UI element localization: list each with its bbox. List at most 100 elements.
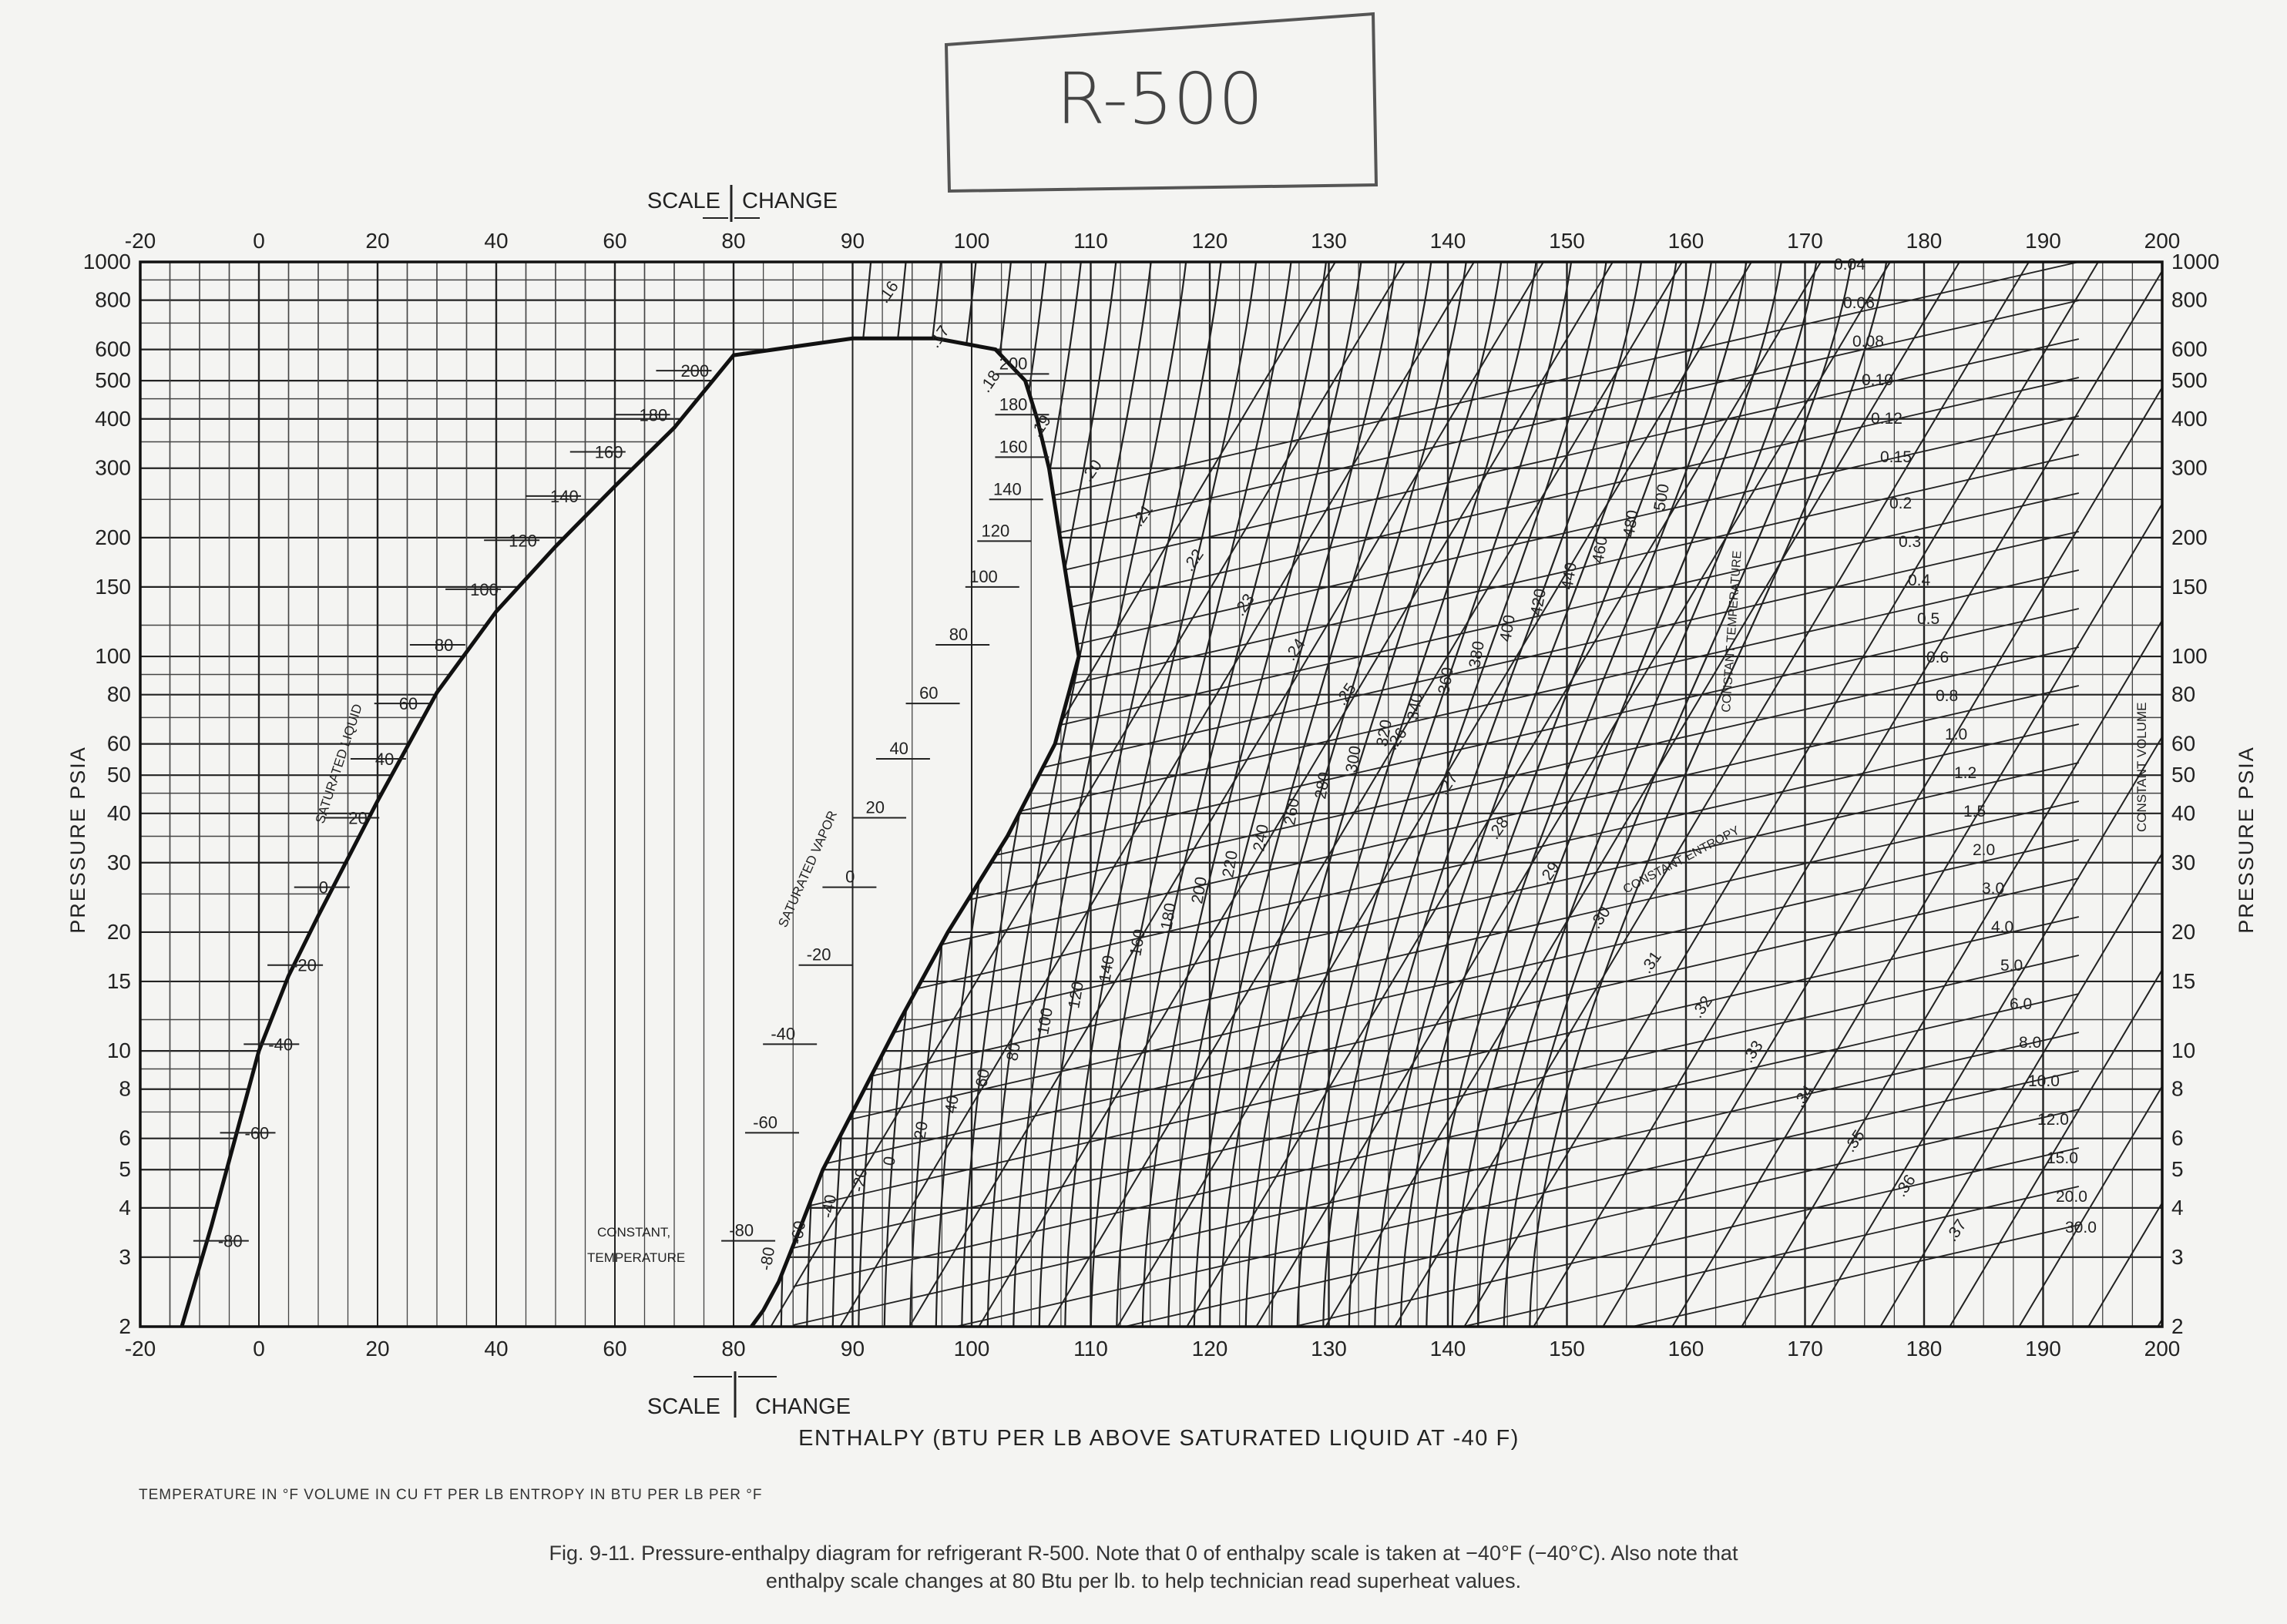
- liquid-temp-label: -20: [292, 956, 317, 975]
- x-tick-label-top: 150: [1549, 229, 1585, 253]
- constant-entropy-label: .22: [1180, 546, 1207, 575]
- y-tick-label-left: 6: [119, 1126, 131, 1150]
- constant-temperature-curve: [1296, 262, 1573, 1327]
- constant-temperature-label: 280: [1311, 770, 1334, 800]
- y-tick-label-right: 2: [2171, 1314, 2184, 1338]
- constant-volume-label: 0.2: [1889, 495, 1912, 512]
- constant-temperature-label: 360: [1435, 666, 1457, 696]
- constant-volume-line: [793, 916, 2080, 1210]
- constant-volume-label: 20.0: [2056, 1188, 2087, 1206]
- constant-temperature-curve: [1244, 262, 1503, 1327]
- constant-volume-label: 0.06: [1843, 294, 1875, 312]
- constant-volume-label: 0.6: [1926, 649, 1949, 666]
- constant-volume-label: 1.2: [1954, 764, 1976, 782]
- vapor-temp-label: 0: [845, 867, 855, 887]
- constant-entropy-line: [1186, 262, 1822, 1327]
- y-tick-label-right: 3: [2171, 1245, 2184, 1269]
- constant-volume-label: 0.12: [1871, 410, 1902, 428]
- scale-change-bottom-right: CHANGE: [755, 1394, 851, 1419]
- constant-volume-line: [793, 993, 2080, 1287]
- liquid-temp-label: 20: [348, 808, 367, 827]
- y-tick-label-right: 800: [2171, 288, 2208, 312]
- y-tick-label-right: 6: [2171, 1126, 2184, 1150]
- x-tick-label-bottom: 200: [2144, 1337, 2181, 1361]
- constant-entropy-line: [770, 262, 1406, 1327]
- y-tick-label-left: 1000: [83, 250, 131, 273]
- y-tick-label-right: 4: [2171, 1196, 2184, 1220]
- constant-entropy-line: [1602, 385, 2162, 1327]
- y-tick-label-left: 5: [119, 1157, 131, 1181]
- liquid-temp-label: 140: [550, 487, 579, 506]
- units-note: TEMPERATURE IN °F VOLUME IN CU FT PER LB…: [139, 1487, 763, 1503]
- constant-volume-label: 3.0: [1982, 880, 2004, 898]
- x-tick-label-top: 190: [2025, 229, 2061, 253]
- x-tick-label-bottom: 150: [1549, 1337, 1585, 1361]
- constant-temperature-curve: [1064, 262, 1258, 1327]
- constant-entropy-line: [2275, 108, 2287, 1596]
- x-tick-label-bottom: 40: [484, 1337, 508, 1361]
- x-tick-label-top: 130: [1311, 229, 1347, 253]
- constant-volume-label: 4.0: [1991, 918, 2013, 936]
- constant-temperature-label: 400: [1496, 613, 1519, 643]
- constant-temperature-curve: [1193, 262, 1432, 1327]
- constant-entropy-line: [1810, 735, 2162, 1327]
- constant-temperature-label: -80: [757, 1246, 778, 1272]
- y-tick-label-right: 5: [2171, 1157, 2184, 1181]
- constant-volume-label: 0.15: [1880, 448, 1912, 466]
- vapor-temp-label: -60: [753, 1112, 777, 1132]
- two-phase-region: [181, 338, 1080, 1327]
- constant-volume-label: 10.0: [2028, 1072, 2060, 1090]
- constant-temperature-label: 160: [1127, 928, 1149, 958]
- constant-volume-line: [793, 608, 2080, 902]
- constant-temperature-label: 500: [1651, 482, 1673, 512]
- saturation-curve: [180, 336, 1081, 1327]
- y-tick-label-left: 300: [95, 456, 131, 480]
- x-tick-label-bottom: 180: [1906, 1337, 1943, 1361]
- x-tick-label-bottom: 80: [721, 1337, 745, 1361]
- scale-change-bottom-left: SCALE: [647, 1394, 720, 1419]
- x-tick-label-top: 20: [365, 229, 389, 253]
- y-axis-label-left: PRESSURE PSIA: [66, 746, 89, 934]
- constant-entropy-line: [839, 262, 1476, 1327]
- y-tick-label-right: 500: [2171, 368, 2208, 392]
- y-tick-label-right: 600: [2171, 337, 2208, 361]
- constant-volume-label: 8.0: [2019, 1034, 2041, 1052]
- vapor-temp-label: 40: [889, 739, 908, 758]
- constant-entropy-label: .36: [1892, 1172, 1919, 1200]
- constant-volume-line: [793, 877, 2080, 1172]
- scale-change-top-right: CHANGE: [742, 189, 838, 213]
- constant-volume-label: 6.0: [2010, 995, 2032, 1013]
- vapor-temp-label: 180: [999, 394, 1028, 414]
- constant-volume-line: [1459, 1186, 2080, 1327]
- constant-volume-label: 12.0: [2037, 1111, 2069, 1129]
- constant-temperature-curve: [1322, 262, 1607, 1327]
- x-tick-label-bottom: 120: [1192, 1337, 1228, 1361]
- x-tick-label-top: -20: [125, 229, 156, 253]
- y-tick-label-left: 4: [119, 1196, 131, 1220]
- constant-volume-label: 15.0: [2047, 1149, 2078, 1167]
- liquid-temp-label: 200: [680, 361, 709, 381]
- x-tick-label-top: 40: [484, 229, 508, 253]
- constant-temperature-label: 480: [1620, 508, 1642, 539]
- constant-volume-line: [1629, 1224, 2080, 1327]
- vapor-temp-label: 200: [999, 354, 1028, 373]
- y-tick-label-left: 8: [119, 1077, 131, 1101]
- constant-entropy-label: .25: [1332, 680, 1360, 709]
- x-tick-label-bottom: 140: [1430, 1337, 1466, 1361]
- constant-temperature-label: 80: [1003, 1042, 1024, 1062]
- annotation-constant-volume: CONSTANT VOLUME: [2134, 703, 2149, 832]
- constant-temperature-curve: [1451, 262, 1782, 1327]
- vapor-temp-label: -40: [771, 1024, 795, 1043]
- x-tick-label-bottom: 190: [2025, 1337, 2061, 1361]
- plot-inner: [140, 108, 2287, 1596]
- constant-temperature-curve: [986, 262, 1152, 1327]
- x-tick-label-top: 80: [721, 229, 745, 253]
- constant-temperature-label: 140: [1096, 954, 1118, 984]
- plot-area: -20-200020204040606080809090100100110110…: [83, 108, 2287, 1596]
- y-tick-label-right: 200: [2171, 525, 2208, 549]
- liquid-temp-label: 160: [595, 443, 623, 462]
- constant-volume-line: [793, 1032, 2080, 1326]
- liquid-temp-label: 180: [640, 405, 668, 424]
- y-tick-label-right: 1000: [2171, 250, 2219, 273]
- vapor-temp-label: 100: [969, 567, 998, 586]
